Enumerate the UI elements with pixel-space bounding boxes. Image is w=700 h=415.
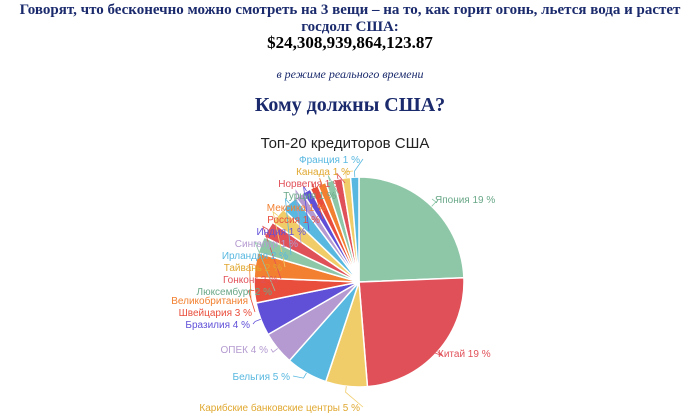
- slice-leader-line: [247, 290, 256, 313]
- slice-leader-line: [345, 386, 364, 408]
- slice-leader-line: [336, 172, 346, 184]
- slice-leader-line: [431, 198, 437, 207]
- slice-label: Бразилия 4 %: [185, 320, 250, 331]
- slice-leader-line: [434, 351, 443, 356]
- pie-chart: Топ-20 кредиторов США Япония 19 % Китай 1…: [171, 135, 495, 414]
- slice-leader-line: [292, 372, 307, 379]
- slice-leader-line: [270, 348, 278, 353]
- slice-leader-line: [311, 181, 324, 220]
- slice-leader-line: [248, 263, 256, 301]
- realtime-note: в режиме реального времени: [276, 67, 424, 81]
- slice-leader-line: [354, 158, 364, 178]
- chart-title: Топ-20 кредиторов США: [261, 135, 430, 152]
- slice-label: Индия 1 %: [256, 227, 306, 238]
- headline: Говорят, что бесконечно можно смотреть н…: [19, 2, 681, 35]
- slice-label: Сингапур 1 %: [235, 239, 298, 250]
- debt-counter: $24,308,939,864,123.87: [267, 33, 433, 52]
- slice-label: Китай 19 %: [438, 349, 491, 360]
- slice-leader-line: [272, 210, 286, 268]
- slice-leader-line: [284, 197, 292, 256]
- slice-label: Россия 1 %: [267, 215, 320, 226]
- slice-label: Ирландия 2 %: [222, 251, 288, 262]
- slice-label: Великобритания: [171, 295, 248, 307]
- slice-label: Мексика 1 %: [267, 203, 326, 214]
- creditors-chart: Топ-20 кредиторов США Япония 19 % Китай 1…: [160, 127, 540, 415]
- slice-label: Бельгия 5 %: [233, 372, 291, 383]
- slice-label: Франция 1 %: [299, 155, 360, 166]
- slice-label: Тайвань 2 %: [224, 263, 282, 274]
- slice-label: Турция 1 %: [283, 191, 336, 202]
- pie-slice[interactable]: [358, 276, 465, 388]
- slice-label: Карибские банковские центры 5 %: [199, 402, 360, 414]
- pie-slice[interactable]: [358, 176, 465, 283]
- slice-leader-line: [262, 225, 282, 280]
- section-question: Кому должны США?: [254, 94, 446, 116]
- slice-label: ОПЕК 4 %: [221, 345, 269, 356]
- slice-leader-line: [345, 170, 354, 178]
- slice-leader-line: [252, 318, 261, 325]
- slice-label: Швейцария 3 %: [179, 308, 252, 319]
- slice-leader-line: [295, 189, 302, 244]
- slice-leader-line: [327, 175, 340, 196]
- slice-label: Люксембург 2 %: [197, 286, 273, 298]
- slice-label: Норвегия 1 %: [278, 179, 342, 190]
- slice-label: Япония 19 %: [435, 195, 495, 206]
- slice-leader-line: [254, 241, 276, 292]
- slice-label: Канада 1 %: [296, 167, 350, 178]
- slice-leader-line: [303, 185, 310, 232]
- slice-label: Гонконг 2 %: [223, 275, 278, 286]
- slice-leader-line: [319, 178, 330, 208]
